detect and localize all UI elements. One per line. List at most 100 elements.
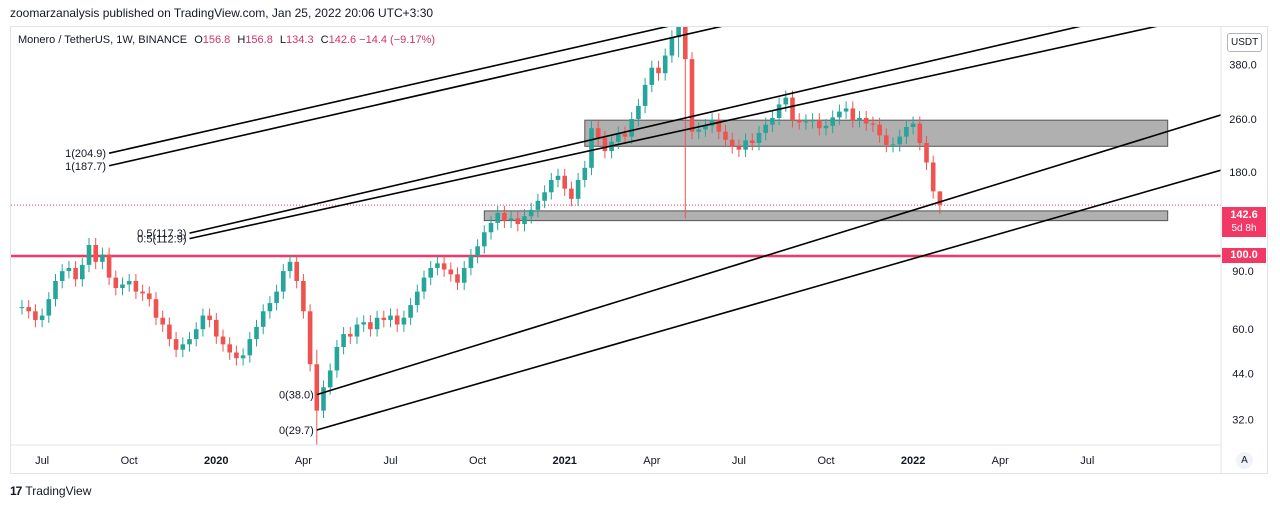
- candle-body: [723, 131, 728, 140]
- channel-label: 0.5(112.9): [137, 234, 186, 246]
- candle-body: [327, 370, 333, 388]
- x-tick-label: Jul: [1080, 455, 1094, 467]
- candle-body: [515, 218, 521, 225]
- candle-body: [488, 222, 494, 233]
- candle-body: [602, 137, 608, 152]
- candle-body: [475, 246, 480, 256]
- candle-body: [508, 218, 514, 221]
- candle-body: [689, 59, 695, 132]
- candle-body: [415, 291, 420, 306]
- candle-body: [622, 133, 628, 137]
- candle-body: [461, 267, 467, 283]
- candle-body: [368, 322, 373, 330]
- plot-area: [11, 27, 1221, 445]
- candle-body: [234, 352, 239, 359]
- candle-body: [260, 311, 266, 327]
- channel-line: [108, 27, 723, 167]
- candle-body: [173, 339, 179, 350]
- high-value: 156.8: [245, 34, 273, 46]
- candle-body: [100, 254, 105, 262]
- support-zone: [584, 119, 1169, 147]
- candle-body: [750, 140, 755, 144]
- y-tick-label: 90.0: [1232, 266, 1253, 278]
- candle-body: [482, 232, 487, 247]
- x-tick-label: Apr: [992, 455, 1009, 467]
- candle-body: [167, 324, 172, 340]
- candle-body: [207, 315, 212, 320]
- symbol-legend: Monero / TetherUS, 1W, BINANCE O156.8 H1…: [18, 34, 435, 46]
- candle-body: [502, 212, 507, 221]
- y-tick-label: 60.0: [1232, 324, 1253, 336]
- candle-body: [776, 104, 782, 118]
- candle-body: [575, 179, 581, 199]
- low-label: L: [279, 34, 287, 46]
- candle-body: [267, 303, 273, 312]
- candle-body: [495, 212, 500, 223]
- candle-body: [73, 267, 78, 280]
- candle-body: [388, 315, 393, 320]
- candle-body: [636, 105, 641, 120]
- candle-body: [247, 339, 253, 356]
- candle-body: [421, 277, 427, 292]
- candle-body: [736, 146, 742, 150]
- auto-scale-button[interactable]: A: [1236, 452, 1253, 469]
- symbol-name: Monero / TetherUS, 1W, BINANCE: [18, 34, 188, 46]
- candle-body: [803, 121, 809, 123]
- x-tick-label: Oct: [817, 455, 834, 467]
- candle-body: [823, 125, 829, 129]
- footer: 17 TradingView: [10, 484, 91, 498]
- candle-body: [448, 269, 454, 275]
- candle-body: [549, 179, 554, 193]
- candle-body: [307, 311, 313, 365]
- candle-body: [341, 334, 346, 347]
- candle-body: [837, 111, 842, 118]
- candle-body: [39, 315, 45, 320]
- candle-body: [877, 124, 882, 136]
- candle-body: [321, 387, 326, 411]
- candle-body: [160, 317, 165, 325]
- channel-label: 0(29.7): [279, 425, 314, 437]
- candle-body: [287, 261, 293, 272]
- open-value: 156.8: [202, 34, 231, 46]
- candle-body: [408, 305, 413, 318]
- candle-body: [240, 355, 246, 359]
- candle-body: [870, 123, 876, 125]
- change-value: −14.4 (−9.17%): [359, 34, 436, 46]
- candle-body: [93, 244, 98, 262]
- candle-body: [19, 307, 25, 309]
- candle-body: [884, 135, 889, 145]
- candle-body: [294, 261, 299, 281]
- candle-body: [756, 132, 762, 144]
- candle-body: [569, 188, 574, 199]
- channel-label: 0.5(117.3): [137, 228, 186, 240]
- candle-body: [917, 123, 923, 144]
- candle-body: [214, 319, 219, 337]
- candle-body: [348, 334, 353, 337]
- candle-body: [113, 277, 119, 288]
- candle-body: [703, 125, 708, 130]
- candle-body: [133, 280, 139, 292]
- candle-body: [850, 108, 856, 121]
- x-tick-label: 2021: [552, 455, 576, 467]
- candle-body: [140, 291, 145, 294]
- low-value: 134.3: [286, 34, 314, 46]
- candle-body: [743, 140, 748, 150]
- candle-body: [863, 117, 869, 124]
- current-price-value: 142.6: [1230, 209, 1258, 221]
- x-tick-label: Jul: [383, 455, 397, 467]
- candle-body: [33, 311, 38, 320]
- x-tick-label: Apr: [643, 455, 660, 467]
- candle-body: [435, 263, 440, 268]
- candle-body: [86, 244, 92, 265]
- channel-label: 1(187.7): [65, 161, 106, 173]
- currency-selector[interactable]: USDT: [1227, 33, 1263, 52]
- y-tick-label: 44.0: [1232, 369, 1253, 381]
- y-tick-label: 32.0: [1232, 414, 1253, 426]
- candle-body: [843, 108, 849, 112]
- candle-body: [401, 317, 407, 325]
- candle-body: [904, 126, 909, 137]
- candle-body: [662, 55, 668, 74]
- candle-body: [656, 67, 661, 74]
- level-value: 100.0: [1230, 249, 1258, 261]
